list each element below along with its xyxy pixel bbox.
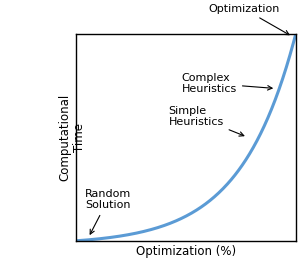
Y-axis label: Computational
Time: Computational Time — [58, 94, 86, 181]
X-axis label: Optimization (%): Optimization (%) — [136, 245, 236, 258]
Text: Simple
Heuristics: Simple Heuristics — [168, 106, 244, 136]
Text: Optimization: Optimization — [208, 4, 289, 35]
Text: Random
Solution: Random Solution — [85, 188, 131, 234]
Text: Complex
Heuristics: Complex Heuristics — [182, 73, 272, 94]
